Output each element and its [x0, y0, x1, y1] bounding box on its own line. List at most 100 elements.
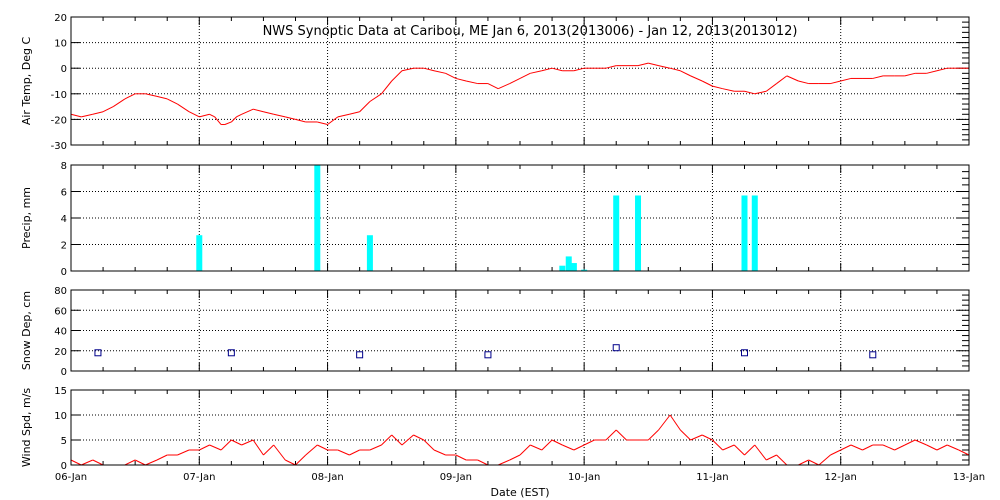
temp-line-segment [295, 118, 306, 123]
temp-line-segment [754, 90, 767, 95]
temp-line-segment [509, 77, 521, 85]
x-tick-label: 08-Jan [311, 472, 343, 483]
wind-y-axis-title: Wind Spd, m/s [20, 388, 33, 468]
temp-line-segment [433, 70, 446, 74]
temp-line-segment [455, 77, 467, 82]
wind-line-segment [156, 454, 168, 461]
wind-line-segment [541, 439, 553, 451]
wind-line-segment [894, 444, 906, 451]
temp-line-segment [263, 111, 274, 115]
temp-line-segment [658, 65, 671, 69]
wind-ytick-label: 5 [61, 436, 67, 447]
temp-line-segment [497, 83, 510, 90]
wind-ytick-label: 0 [61, 461, 67, 472]
temp-line-segment [81, 113, 93, 118]
wind-line-segment [840, 444, 852, 451]
wind-line-segment [936, 444, 948, 451]
wind-line-segment [433, 449, 446, 456]
wind-line-segment [647, 429, 659, 441]
precip-panel: 0 2 4 6 8 Precip, mm [20, 161, 970, 278]
x-tick-label: 07-Jan [183, 472, 215, 483]
wind-line-segment [401, 434, 414, 446]
temp-line-segment [551, 67, 563, 72]
temp-line-segment [722, 88, 735, 92]
precip-frame [70, 164, 970, 272]
chart-title: NWS Synoptic Data at Caribou, ME Jan 6, … [263, 24, 798, 39]
temp-line-segment [519, 72, 531, 79]
wind-line-segment [305, 444, 318, 456]
wind-line-segment [583, 439, 595, 446]
snow-ytick-label: 60 [54, 306, 67, 317]
temp-line-segment [369, 93, 382, 102]
wind-line-segment [798, 459, 809, 466]
wind-line-segment [145, 459, 158, 466]
wind-line-segment [766, 454, 777, 461]
wind-line-segment [530, 444, 543, 451]
snow-ytick-label: 0 [61, 367, 67, 378]
wind-line-segment [733, 444, 745, 456]
wind-line-segment [349, 449, 360, 456]
precip-ytick-label: 6 [61, 188, 67, 199]
wind-line-segment [754, 444, 767, 461]
temp-line-segment [70, 113, 82, 118]
wind-line-segment [70, 459, 82, 466]
temp-line-segment [224, 121, 232, 125]
wind-line-segment [369, 444, 382, 451]
wind-line-segment [712, 439, 724, 451]
temp-ytick-label: -10 [51, 90, 67, 101]
temp-line-segment [798, 80, 809, 85]
precip-bar [559, 265, 566, 271]
snow-depth-point [741, 349, 748, 357]
temp-line-segment [113, 98, 126, 108]
wind-line-segment [808, 459, 820, 466]
wind-line-segment [669, 414, 681, 431]
snow-depth-point [227, 349, 235, 357]
temp-y-axis-title: Air Temp, Deg C [20, 37, 33, 126]
wind-line-segment [209, 444, 222, 451]
temp-line-segment [872, 75, 884, 79]
temp-panel: -30 -20 -10 0 10 20 Air Temp, Deg C [20, 13, 970, 152]
wind-line-segment [337, 449, 350, 456]
precip-bar [570, 263, 577, 271]
snow-depth-point [484, 351, 492, 359]
precip-y-axis-title: Precip, mm [20, 187, 33, 249]
wind-line-segment [658, 414, 671, 431]
wind-line-segment [904, 439, 916, 446]
snow-ytick-label: 80 [54, 286, 67, 297]
wind-line-segment [177, 449, 190, 456]
wind-panel: 0 5 10 15 Wind Spd, m/s [20, 386, 970, 472]
wind-line-segment [285, 459, 296, 466]
temp-ytick-label: -30 [51, 141, 67, 152]
temp-line-segment [744, 90, 755, 95]
snow-depth-point [356, 351, 364, 359]
temp-line-segment [177, 103, 190, 113]
temp-line-segment [541, 67, 553, 72]
temp-line-segment [573, 67, 585, 72]
wind-line-segment [381, 434, 393, 446]
temp-line-segment [530, 70, 542, 74]
snow-panel: 0 20 40 60 80 Snow Dep, cm [20, 286, 970, 378]
temp-line-segment [209, 113, 215, 118]
wind-line-segment [134, 459, 146, 466]
snow-ytick-label: 20 [54, 347, 67, 358]
temp-line-segment [637, 62, 649, 67]
temp-line-segment [840, 77, 852, 82]
temp-line-segment [253, 108, 264, 113]
wind-line-segment [850, 444, 863, 451]
temp-line-segment [830, 80, 841, 85]
temp-line-segment [466, 80, 478, 85]
wind-line-segment [605, 429, 617, 441]
temp-line-segment [285, 116, 296, 120]
temp-line-segment [156, 95, 168, 100]
temp-ytick-label: 20 [54, 13, 67, 24]
temp-line-segment [273, 113, 286, 118]
precip-bar [196, 235, 203, 271]
temp-line-segment [391, 70, 403, 82]
precip-ytick-label: 8 [61, 161, 67, 172]
wind-line-segment [317, 444, 328, 451]
temp-line-segment [124, 93, 136, 100]
temp-line-segment [690, 75, 703, 82]
precip-ytick-label: 0 [61, 267, 67, 278]
wind-line-segment [220, 439, 232, 451]
